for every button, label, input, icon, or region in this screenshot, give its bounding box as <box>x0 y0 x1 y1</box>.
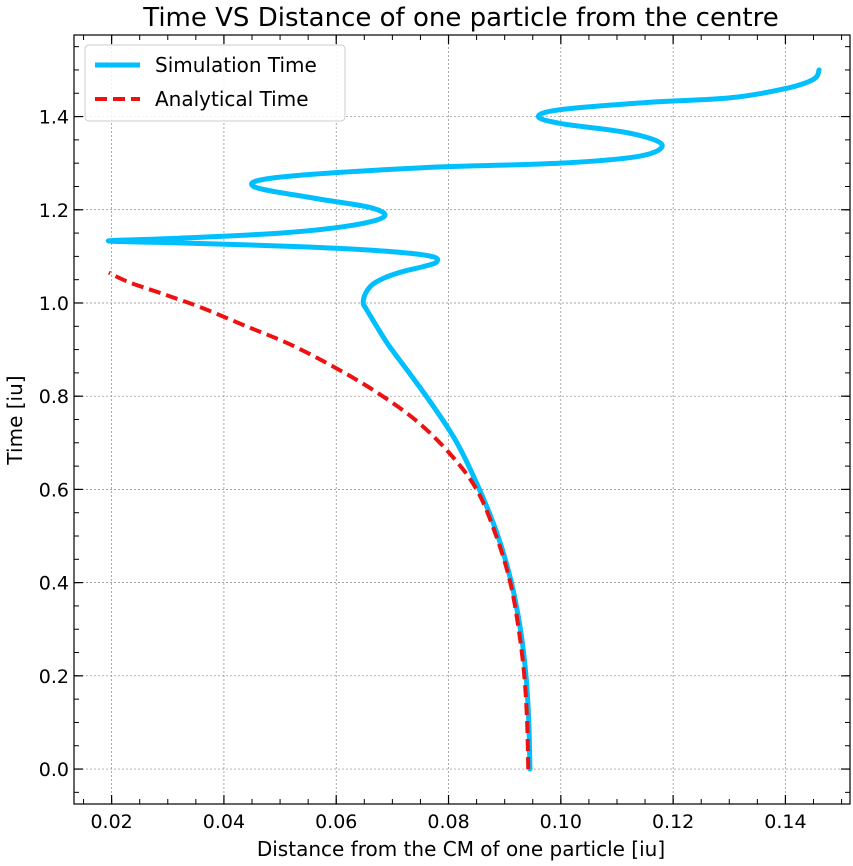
x-tick-label: 0.10 <box>540 811 582 833</box>
legend-label-analytical: Analytical Time <box>155 87 309 111</box>
legend-label-simulation: Simulation Time <box>155 53 317 77</box>
series-simulation-line <box>106 67 822 772</box>
y-tick-label: 0.4 <box>39 573 69 595</box>
x-tick-label: 0.12 <box>652 811 694 833</box>
tick-labels: 0.02 0.04 0.06 0.08 0.10 0.12 0.14 0.0 0.2 0.4 0.6… <box>39 107 807 833</box>
y-tick-label: 0.0 <box>39 759 69 781</box>
y-axis-label: Time [iu] <box>3 375 27 465</box>
x-axis-label: Distance from the CM of one particle [iu… <box>257 837 665 861</box>
series-group <box>106 67 822 772</box>
y-tick-label: 1.4 <box>39 107 69 129</box>
y-tick-label: 1.2 <box>39 200 69 222</box>
chart-title: Time VS Distance of one particle from th… <box>142 3 778 33</box>
y-tick-label: 0.8 <box>39 386 69 408</box>
ticks <box>74 35 850 804</box>
legend: Simulation Time Analytical Time <box>84 44 346 122</box>
x-tick-label: 0.02 <box>90 811 132 833</box>
y-tick-label: 0.2 <box>39 666 69 688</box>
y-tick-label: 0.6 <box>39 479 69 501</box>
series-analytical-line <box>107 270 531 770</box>
grid <box>74 35 850 804</box>
legend-box <box>84 44 346 122</box>
x-tick-label: 0.06 <box>315 811 357 833</box>
x-tick-label: 0.04 <box>203 811 245 833</box>
y-tick-label: 1.0 <box>39 293 69 315</box>
x-tick-label: 0.14 <box>764 811 806 833</box>
x-tick-label: 0.08 <box>427 811 469 833</box>
